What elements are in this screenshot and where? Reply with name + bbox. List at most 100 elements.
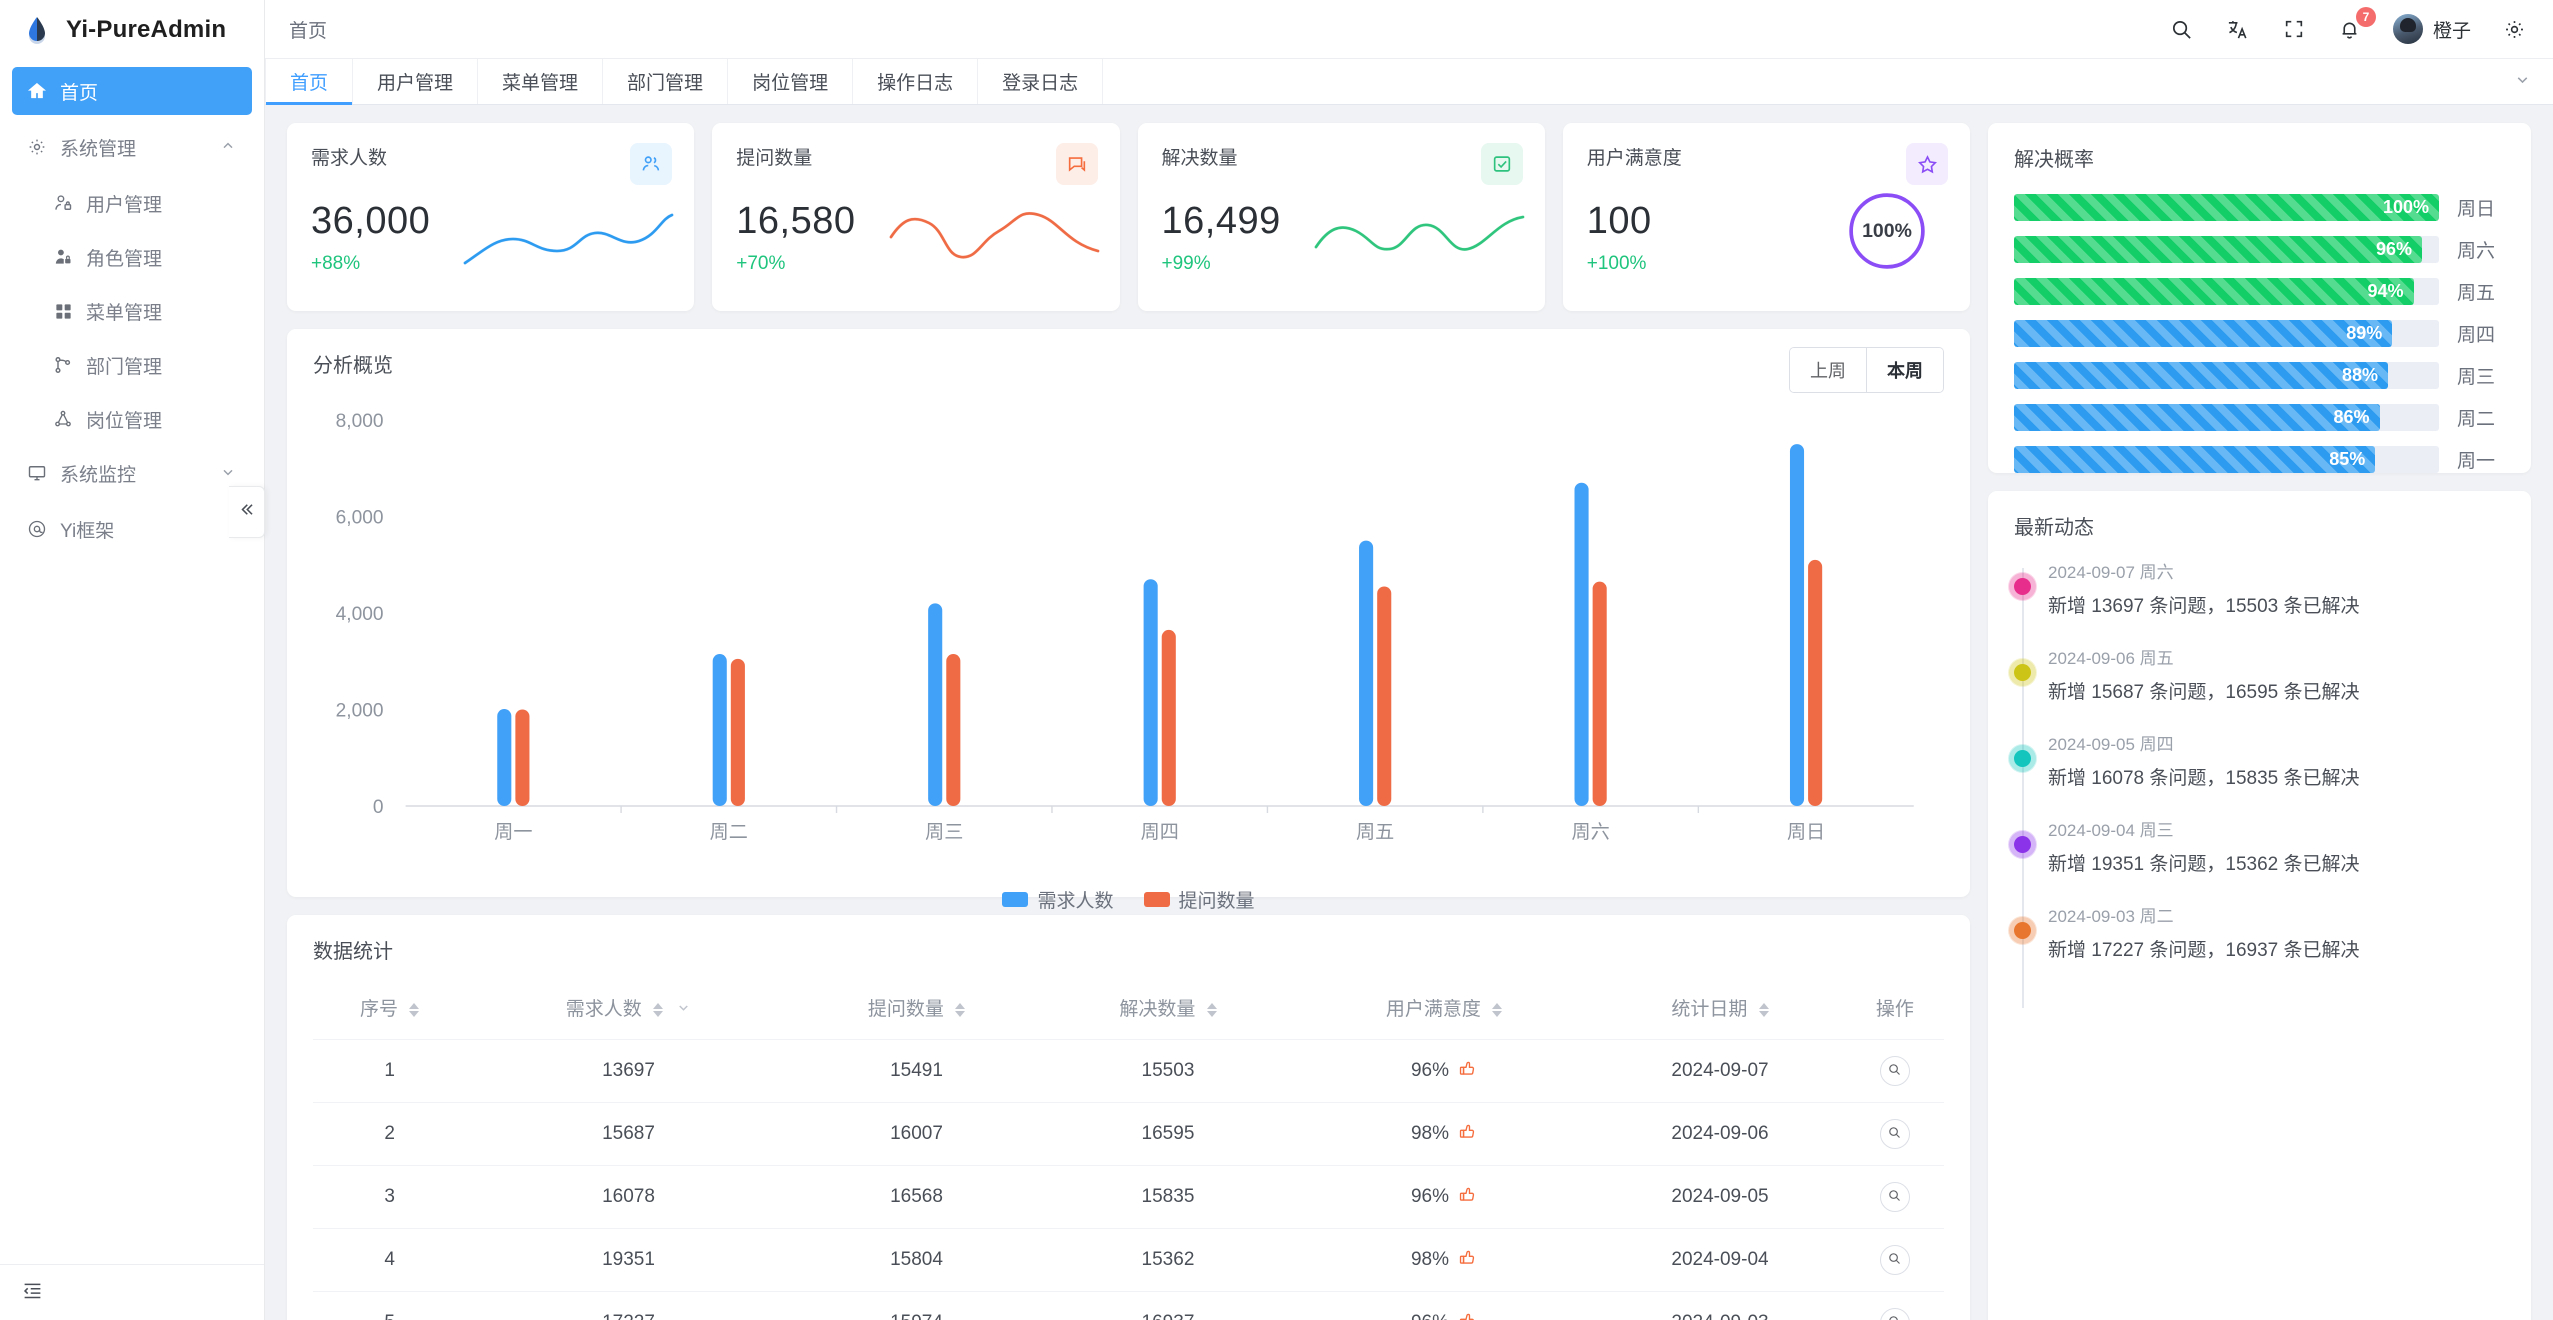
- sidebar-item-user-management[interactable]: 用户管理: [12, 179, 252, 227]
- table-row[interactable]: 1 13697 15491 15503 96% 2024-09-07: [313, 1039, 1944, 1103]
- share-nodes-icon: [52, 408, 74, 430]
- sidebar-item-label: 菜单管理: [86, 302, 163, 324]
- chevron-down-icon[interactable]: [676, 1002, 691, 1018]
- bar[interactable]: [712, 654, 727, 806]
- bar[interactable]: [1359, 540, 1374, 806]
- user-menu[interactable]: 橙子: [2392, 14, 2471, 44]
- settings-gear-icon[interactable]: [2501, 16, 2527, 42]
- sidebar-item-label: 角色管理: [86, 248, 163, 270]
- legend-label: 提问数量: [1178, 891, 1255, 912]
- search-icon[interactable]: [2169, 16, 2195, 42]
- bar[interactable]: [946, 654, 961, 806]
- tab-home[interactable]: 首页: [265, 59, 354, 105]
- sort-icon[interactable]: [1206, 1002, 1217, 1017]
- satisfaction-value: 98%: [1410, 1123, 1449, 1144]
- tab-position-management[interactable]: 岗位管理: [728, 59, 854, 104]
- table-row[interactable]: 4 19351 15804 15362 98% 2024-09-04: [313, 1228, 1944, 1292]
- sidebar-item-position-management[interactable]: 岗位管理: [12, 395, 252, 443]
- column-header-date[interactable]: 统计日期: [1594, 986, 1845, 1040]
- column-header-no[interactable]: 序号: [313, 986, 466, 1040]
- cell-date: 2024-09-06: [1594, 1102, 1846, 1166]
- tab-operation-log[interactable]: 操作日志: [853, 59, 979, 104]
- bar[interactable]: [497, 709, 512, 806]
- table-row[interactable]: 2 15687 16007 16595 98% 2024-09-06: [313, 1102, 1944, 1166]
- sidebar-item-system-monitor[interactable]: 系统监控: [12, 449, 252, 497]
- sort-icon[interactable]: [1492, 1002, 1503, 1017]
- activity-time: 2024-09-05 周四: [2048, 735, 2174, 754]
- bar[interactable]: [1161, 629, 1176, 806]
- cell-questions: 16568: [790, 1165, 1043, 1229]
- bar[interactable]: [1808, 559, 1823, 806]
- table-header-row: 序号 需求人数: [313, 986, 1944, 1040]
- range-this-week-button[interactable]: 本周: [1866, 348, 1943, 392]
- view-detail-button[interactable]: [1879, 1245, 1910, 1275]
- sidebar-item-yi-framework[interactable]: Yi框架: [12, 505, 252, 553]
- sidebar-item-home[interactable]: 首页: [12, 67, 252, 115]
- tab-login-log[interactable]: 登录日志: [978, 59, 1104, 104]
- bar[interactable]: [1592, 581, 1607, 806]
- bar[interactable]: [1574, 482, 1589, 806]
- legend-item-questions[interactable]: 提问数量: [1143, 886, 1255, 913]
- sort-icon[interactable]: [409, 1002, 420, 1017]
- sort-icon[interactable]: [1758, 1002, 1769, 1017]
- view-detail-button[interactable]: [1879, 1308, 1910, 1320]
- bar[interactable]: [515, 709, 530, 807]
- bar[interactable]: [1143, 579, 1158, 806]
- bar[interactable]: [1789, 444, 1805, 806]
- tab-overflow-button[interactable]: [2514, 59, 2553, 104]
- analysis-chart: 0 2,000 4,000 6,000 8,000 周一 周二 周三 周四 周五 周六 周日: [313, 392, 1944, 882]
- sort-icon[interactable]: [653, 1002, 664, 1017]
- tab-user-management[interactable]: 用户管理: [353, 59, 479, 104]
- range-last-week-button[interactable]: 上周: [1790, 348, 1866, 392]
- sidebar-item-department-management[interactable]: 部门管理: [12, 341, 252, 389]
- chevron-up-icon[interactable]: [220, 138, 236, 157]
- progress-row: 94% 周五: [2014, 278, 2505, 305]
- legend-swatch: [1143, 892, 1170, 907]
- progress-day-label: 周五: [2457, 283, 2496, 304]
- cell-action: [1845, 1102, 1944, 1166]
- fullscreen-icon[interactable]: [2281, 16, 2307, 42]
- sort-icon[interactable]: [955, 1002, 966, 1017]
- column-label: 用户满意度: [1385, 999, 1481, 1020]
- column-header-satisfaction[interactable]: 用户满意度: [1294, 986, 1595, 1040]
- table-row[interactable]: 3 16078 16568 15835 96% 2024-09-05: [313, 1165, 1944, 1229]
- x-axis-tick-label: 周一: [494, 822, 532, 843]
- cell-no: 2: [313, 1102, 467, 1166]
- chevron-down-icon[interactable]: [220, 464, 236, 483]
- progress-day-label: 周三: [2457, 367, 2496, 388]
- brand[interactable]: Yi-PureAdmin: [0, 0, 264, 59]
- progress-track: 85%: [2014, 446, 2439, 473]
- indent-list-icon[interactable]: [22, 1280, 43, 1306]
- column-header-demand[interactable]: 需求人数: [466, 986, 791, 1040]
- dashboard-right-column: 解决概率 100% 周日 96% 周六 94% 周五 89% 周四 88% 周三 86% 周二 85% 周…: [1988, 123, 2531, 1320]
- stat-value: 16,580: [736, 200, 856, 242]
- progress-day-label: 周六: [2457, 241, 2496, 262]
- tab-menu-management[interactable]: 菜单管理: [478, 59, 604, 104]
- bar[interactable]: [730, 658, 745, 806]
- view-detail-button[interactable]: [1879, 1119, 1910, 1149]
- table-row[interactable]: 5172271597416937 96% 2024-09-03: [313, 1291, 1944, 1320]
- data-table-card: 数据统计 序号 需求人数: [287, 915, 1970, 1320]
- column-header-resolved[interactable]: 解决数量: [1042, 986, 1293, 1040]
- thumbs-up-icon: [1458, 1248, 1477, 1273]
- sidebar-item-role-management[interactable]: 角色管理: [12, 233, 252, 281]
- sidebar-item-menu-management[interactable]: 菜单管理: [12, 287, 252, 335]
- sidebar-footer: [0, 1264, 264, 1320]
- view-detail-button[interactable]: [1879, 1182, 1910, 1212]
- legend-item-demand[interactable]: 需求人数: [1002, 886, 1114, 913]
- progress-day-label: 周一: [2457, 451, 2496, 472]
- column-header-questions[interactable]: 提问数量: [791, 986, 1042, 1040]
- water-drop-logo-icon: [22, 15, 52, 45]
- bar[interactable]: [1377, 586, 1392, 806]
- sidebar-collapse-button[interactable]: [229, 486, 265, 538]
- tab-department-management[interactable]: 部门管理: [603, 59, 729, 104]
- bell-icon[interactable]: 7: [2337, 7, 2376, 42]
- cell-questions: 15974: [790, 1291, 1043, 1320]
- progress-value: 88%: [2341, 365, 2378, 385]
- sidebar: Yi-PureAdmin 首页 系统管理: [0, 0, 265, 1320]
- translate-icon[interactable]: [2225, 16, 2251, 42]
- sidebar-item-system-management[interactable]: 系统管理: [12, 123, 252, 171]
- view-detail-button[interactable]: [1879, 1056, 1910, 1086]
- breadcrumb: 首页: [289, 20, 328, 42]
- bar[interactable]: [928, 603, 943, 806]
